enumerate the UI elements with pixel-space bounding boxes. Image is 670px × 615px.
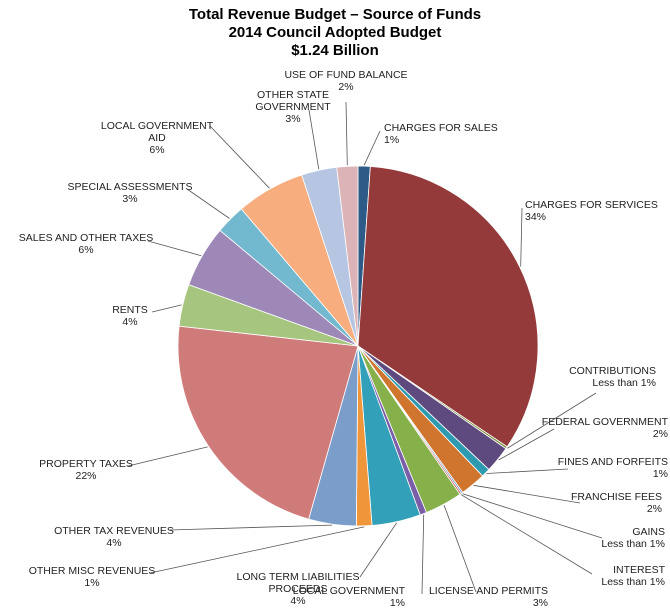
slice-pct-label-13: 22%	[75, 470, 96, 482]
slice-pct-label-5: 2%	[647, 503, 662, 515]
chart-title-line-1: Total Revenue Budget – Source of Funds	[188, 6, 482, 23]
slice-pct-label-2: Less than 1%	[592, 377, 656, 389]
slice-label-11-0: OTHER MISC REVENUES	[29, 565, 156, 577]
slice-label-6-0: GAINS	[632, 526, 665, 538]
slice-pct-label-17: 6%	[149, 144, 164, 156]
slice-label-0-0: CHARGES FOR SALES	[384, 122, 498, 134]
slice-pct-label-0: 1%	[384, 134, 399, 146]
slice-label-5-0: FRANCHISE FEES	[571, 491, 662, 503]
leader-line-17	[209, 125, 270, 189]
leader-lines	[127, 101, 603, 595]
leader-line-18	[308, 109, 320, 170]
leader-line-16	[186, 188, 230, 219]
slice-pct-label-8: 3%	[533, 597, 548, 609]
slice-label-8-0: LICENSE AND PERMITS	[429, 585, 548, 597]
slice-label-18-0: OTHER STATE	[257, 89, 329, 101]
slice-pct-label-19: 2%	[338, 81, 353, 93]
leader-line-0	[363, 130, 381, 166]
chart-title: Total Revenue Budget – Source of Funds 2…	[0, 6, 670, 60]
leader-line-3	[498, 428, 555, 461]
slice-label-15-0: SALES AND OTHER TAXES	[19, 232, 153, 244]
slice-pct-label-16: 3%	[122, 193, 137, 205]
leader-line-7	[460, 494, 593, 575]
slice-label-17-1: AID	[148, 132, 166, 144]
slice-pct-label-12: 4%	[106, 537, 121, 549]
slice-pct-label-11: 1%	[84, 577, 99, 589]
leader-line-19	[345, 101, 348, 166]
slice-label-17-0: LOCAL GOVERNMENT	[101, 120, 214, 132]
pie-slices	[177, 165, 539, 527]
chart-title-line-3: $1.24 Billion	[291, 42, 379, 59]
slice-pct-label-10: 4%	[290, 595, 305, 607]
slice-pct-label-7: Less than 1%	[601, 576, 665, 588]
slice-label-13-0: PROPERTY TAXES	[39, 458, 133, 470]
leader-line-10	[359, 522, 398, 578]
slice-label-1-0: CHARGES FOR SERVICES	[525, 199, 658, 211]
pie-slice-1	[357, 165, 539, 448]
leader-line-6	[462, 493, 603, 539]
leader-line-12	[169, 524, 333, 531]
slice-pct-label-4: 1%	[653, 468, 668, 480]
chart-title-line-2: 2014 Council Adopted Budget	[228, 24, 442, 41]
leader-line-4	[486, 468, 569, 474]
slice-label-7-0: INTEREST	[613, 564, 666, 576]
leader-line-13	[127, 446, 208, 467]
leader-line-5	[473, 484, 581, 504]
leader-line-11	[149, 526, 365, 574]
leader-line-9	[421, 514, 425, 595]
slice-pct-label-14: 4%	[122, 316, 137, 328]
leader-line-15	[147, 240, 202, 257]
slice-label-14-0: RENTS	[112, 304, 148, 316]
leader-line-8	[443, 505, 477, 593]
slice-label-19-0: USE OF FUND BALANCE	[284, 69, 407, 81]
pie-slice-13	[177, 325, 359, 520]
slice-label-4-0: FINES AND FORFEITS	[558, 456, 668, 468]
slice-label-10-0: LONG TERM LIABILITIES	[237, 571, 360, 583]
leader-line-14	[151, 304, 182, 313]
slice-pct-label-3: 2%	[653, 428, 668, 440]
leader-line-2	[507, 392, 597, 449]
slice-pct-label-1: 34%	[525, 211, 546, 223]
slice-label-12-0: OTHER TAX REVENUES	[54, 525, 174, 537]
slice-label-3-0: FEDERAL GOVERNMENT	[542, 416, 669, 428]
slice-label-9-0: LOCAL GOVERNMENT	[293, 585, 406, 597]
slice-label-16-0: SPECIAL ASSESSMENTS	[67, 181, 192, 193]
slice-pct-label-15: 6%	[78, 244, 93, 256]
slice-label-10-1: PROCEEDS	[269, 583, 328, 595]
pie-slice-19	[336, 165, 359, 347]
slice-pct-label-6: Less than 1%	[601, 538, 665, 550]
leader-line-1	[520, 207, 523, 267]
slice-label-2-0: CONTRIBUTIONS	[569, 365, 656, 377]
slice-pct-label-9: 1%	[390, 597, 405, 609]
slice-label-18-1: GOVERNMENT	[255, 101, 331, 113]
slice-pct-label-18: 3%	[285, 113, 300, 125]
